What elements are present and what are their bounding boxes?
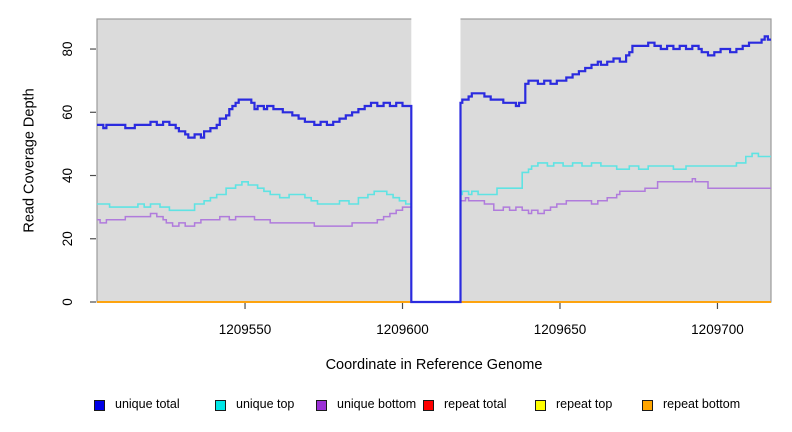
y-axis-title: Read Coverage Depth [21,88,38,233]
legend-label: unique total [115,397,180,411]
x-tick-label: 1209700 [691,322,744,337]
x-tick-label: 1209550 [219,322,272,337]
legend: unique total unique top unique bottom re… [0,397,792,419]
y-tick-label: 60 [60,105,75,120]
repeat-top-swatch-icon [535,400,546,411]
x-tick-label: 1209650 [534,322,587,337]
y-tick-label: 0 [60,298,75,306]
x-axis-title: Coordinate in Reference Genome [325,357,543,373]
y-tick-label: 40 [60,168,75,183]
repeat-bottom-swatch-icon [642,400,653,411]
legend-label: unique top [236,397,295,411]
unique-total-swatch-icon [94,400,105,411]
legend-label: repeat total [444,397,507,411]
unique-top-swatch-icon [215,400,226,411]
legend-label: unique bottom [337,397,417,411]
unique-bottom-swatch-icon [316,400,327,411]
repeat-total-swatch-icon [423,400,434,411]
legend-label: repeat bottom [663,397,741,411]
series-unique-total [97,35,771,304]
series-unique-top [97,152,771,212]
y-tick-label: 80 [60,42,75,57]
y-tick-label: 20 [60,231,75,246]
legend-label: repeat top [556,397,613,411]
series-unique-bottom [97,177,771,227]
x-tick-label: 1209600 [376,322,429,337]
gap-mask [411,10,461,303]
